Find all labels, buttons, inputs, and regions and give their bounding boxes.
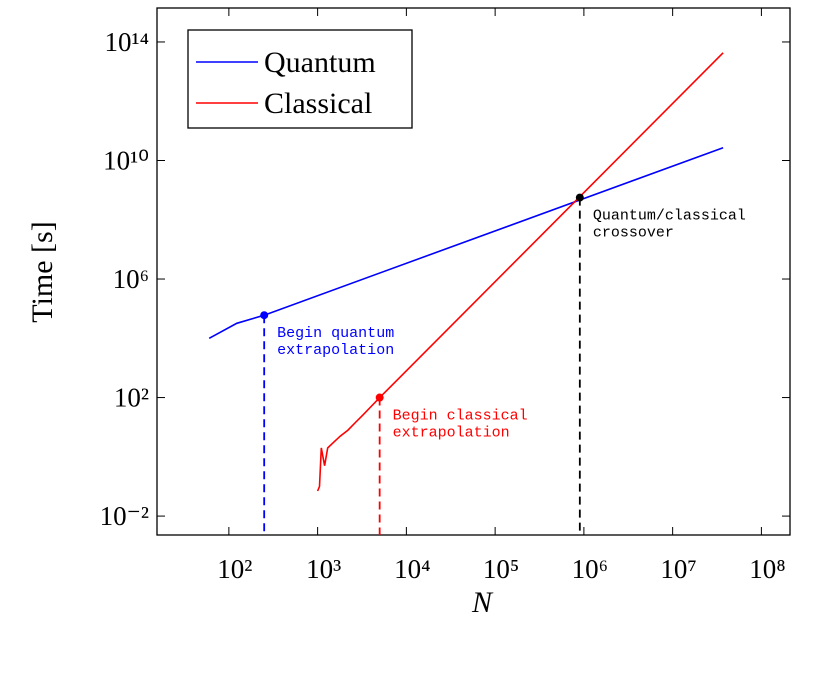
y-axis-label: Time [s] [26,221,59,322]
y-tick-label: 10¹⁰ [103,145,149,175]
series-line [316,52,724,492]
plot-frame [156,7,791,536]
y-tick-label: 10¹⁴ [104,27,149,57]
x-tick-label: 10⁴ [394,554,430,584]
annotation-text: extrapolation [277,342,394,359]
annotation-point [375,393,384,402]
annotation-text: Quantum/classical [593,208,746,225]
legend-label: Classical [264,87,372,120]
x-axis-label: N [471,586,494,619]
legend-box [187,29,413,129]
series-line [208,146,724,340]
y-tick-label: 10⁻² [100,501,149,531]
x-tick-label: 10⁵ [483,554,519,584]
annotation-text: crossover [593,225,674,242]
x-tick-label: 10⁶ [572,554,608,584]
annotation-text: extrapolation [393,425,510,442]
annotation-point [575,193,584,202]
legend-label: Quantum [264,46,376,79]
annotation-text: Begin classical [393,408,528,425]
annotation-text: Begin quantum [277,325,394,342]
annotation-point [260,311,269,320]
x-tick-label: 10² [217,554,252,584]
y-tick-label: 10² [114,383,149,413]
x-tick-label: 10⁸ [749,554,785,584]
x-tick-label: 10⁷ [660,554,696,584]
y-tick-label: 10⁶ [113,264,149,294]
x-tick-label: 10³ [306,554,341,584]
